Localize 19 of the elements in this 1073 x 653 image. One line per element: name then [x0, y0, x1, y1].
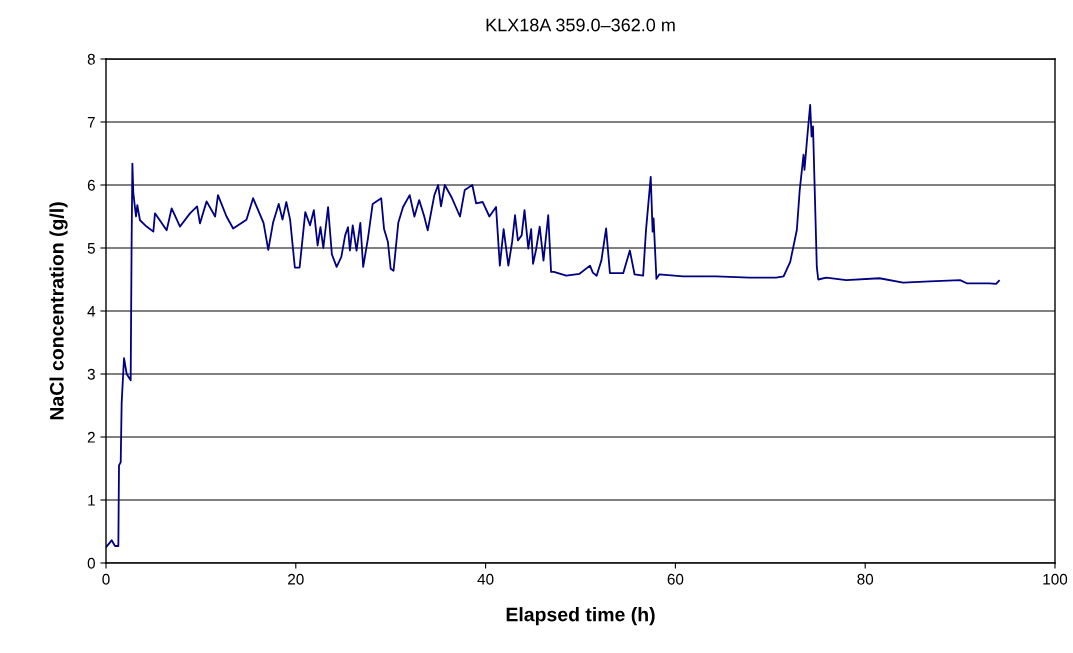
line-series	[106, 104, 1000, 549]
x-axis-title: Elapsed time (h)	[506, 607, 655, 626]
x-tick-label: 80	[857, 573, 874, 585]
y-tick-label: 2	[87, 431, 95, 443]
y-tick-label: 4	[87, 306, 96, 317]
x-tick-label: 60	[667, 573, 684, 585]
y-tick-label: 5	[87, 243, 95, 254]
y-tick-label: 8	[87, 53, 95, 65]
y-tick-label: 0	[87, 557, 95, 569]
y-tick-label: 1	[88, 495, 95, 506]
x-tick-label: 0	[102, 573, 110, 585]
y-tick-label: 7	[87, 117, 95, 128]
chart-title: KLX18A 359.0–362.0 m	[486, 18, 675, 32]
x-tick-label: 40	[477, 573, 494, 585]
y-axis-title: NaCl concentration (g/l)	[49, 202, 68, 420]
x-tick-label: 20	[288, 573, 304, 585]
y-tick-label: 6	[87, 179, 95, 191]
y-tick-label: 3	[87, 368, 95, 380]
x-tick-label: 100	[1043, 573, 1068, 585]
